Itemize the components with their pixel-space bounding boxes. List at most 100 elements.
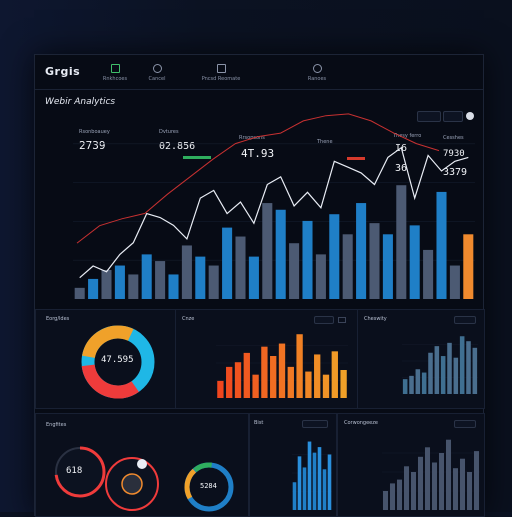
main-chart-bar	[101, 269, 112, 299]
main-chart-bar	[396, 185, 407, 299]
main-chart-bar	[168, 274, 179, 299]
bar-chart-4	[382, 439, 480, 510]
gauge-card-title: Engfites	[46, 422, 67, 428]
bar-card-2-filter[interactable]	[454, 316, 476, 324]
bar-chart-2-bar	[466, 341, 471, 394]
settings-button[interactable]	[443, 111, 463, 122]
small-donut	[184, 462, 234, 512]
bar-chart-1-bar	[287, 366, 294, 398]
bar-card-2-title: Cheswity	[364, 316, 387, 322]
bar-chart-3	[292, 441, 332, 510]
bar-chart-2-bar	[402, 379, 408, 394]
kpi-2-progress	[183, 156, 211, 159]
kpi-5-label: Thesy ferro	[393, 133, 422, 139]
bar-chart-2-bar	[415, 369, 421, 394]
main-chart-line-red	[76, 113, 440, 244]
bar-card-1-filter[interactable]	[314, 316, 334, 324]
main-chart-bar	[423, 249, 434, 299]
bar-chart-1-bar	[226, 366, 233, 398]
bar-chart-3-bar	[307, 441, 312, 510]
bar-chart-1-bar	[243, 352, 250, 398]
bar-chart-1-bar	[305, 371, 312, 398]
main-chart-bar	[141, 254, 152, 299]
bar-chart-4-bar	[445, 439, 452, 510]
bar-chart-4-bar	[396, 479, 403, 510]
notification-icon	[137, 459, 147, 469]
main-chart-bar	[342, 234, 353, 299]
bar-card-2: Cheswity	[357, 309, 485, 409]
bar-card-3-filter[interactable]	[302, 420, 328, 428]
bar-card-1-title: Cnze	[182, 316, 195, 322]
main-chart-bar	[463, 234, 474, 299]
bar-chart-4-bar	[431, 462, 438, 510]
nav-item-documents[interactable]: Pncsd Reomate	[199, 64, 243, 82]
main-chart-bar	[222, 227, 233, 299]
kpi-6-value-secondary: 3379	[443, 167, 468, 178]
bar-chart-2-bar	[421, 372, 427, 394]
bar-chart-3-bar	[297, 456, 302, 510]
bar-chart-2-bar	[428, 352, 433, 394]
kpi-6-label: Cesshes	[443, 135, 464, 141]
main-chart	[73, 113, 475, 299]
document-icon	[216, 64, 226, 73]
bar-chart-4-bar	[459, 458, 466, 510]
bar-card-4-title: Corwongeeze	[344, 420, 378, 426]
bar-chart-1-bar	[270, 356, 277, 398]
small-donut-value: 5284	[200, 482, 217, 490]
nav-item-reports[interactable]: Rnkhcoes	[97, 64, 133, 82]
nav-item-calendar[interactable]: Cancel	[139, 64, 175, 82]
bar-chart-4-bar	[410, 472, 417, 510]
gauge-ring-fill	[54, 446, 106, 498]
bar-chart-1-bar	[331, 351, 338, 398]
main-chart-bar	[369, 223, 380, 299]
bar-card-1: Cnze	[175, 309, 359, 409]
bar-chart-3-bar	[327, 454, 332, 510]
main-chart-bar	[248, 256, 259, 299]
chart-icon	[110, 64, 120, 73]
main-chart-bar	[436, 191, 447, 299]
donut-card-title: Eorg/ldes	[46, 316, 70, 322]
dashboard-window: Grgis Rnkhcoes Cancel Pncsd Reomate Rano…	[34, 54, 485, 517]
calendar-icon	[152, 64, 162, 73]
main-chart-bar	[114, 265, 125, 299]
bar-chart-3-bar	[292, 482, 297, 510]
bar-card-3-title: Bist	[254, 420, 264, 426]
bar-chart-1-bar	[278, 343, 286, 398]
kpi-2-value: 02.856	[159, 141, 196, 152]
donut-chart	[81, 325, 155, 399]
main-chart-line-white	[79, 146, 469, 279]
main-chart-bar	[262, 203, 273, 299]
bar-chart-1-bar	[340, 370, 347, 398]
filter-button[interactable]	[417, 111, 441, 122]
gauge-ring	[54, 446, 106, 498]
main-chart-bar	[382, 234, 393, 299]
bar-chart-4-bar	[389, 483, 396, 510]
globe-icon	[312, 64, 322, 73]
main-chart-bar	[74, 287, 85, 299]
avatar-ring	[105, 457, 159, 511]
main-chart-bar	[128, 274, 139, 299]
bar-chart-1-bar	[234, 362, 242, 398]
kpi-4-progress	[347, 157, 365, 160]
gauge-card: Engfites 618 5284	[35, 413, 249, 517]
bar-chart-1-bar	[314, 354, 321, 398]
bar-chart-2-bar	[440, 356, 446, 394]
user-avatar[interactable]	[466, 112, 474, 120]
app-logo: Grgis	[45, 65, 81, 78]
main-chart-bar	[235, 236, 246, 299]
bar-chart-1	[216, 334, 348, 398]
nav-item-globe[interactable]: Ranoes	[299, 64, 335, 82]
main-chart-bar	[181, 245, 192, 299]
bar-chart-1-bar	[322, 374, 330, 398]
bar-card-1-menu-icon[interactable]	[338, 317, 346, 323]
kpi-4-label: Thene	[317, 139, 333, 145]
bar-chart-3-bar	[302, 467, 307, 510]
kpi-6-value: 7930	[443, 149, 465, 159]
bar-chart-2-bar	[472, 347, 478, 394]
main-chart-bar	[409, 225, 420, 299]
page-title: Webir Analytics	[45, 97, 116, 107]
main-chart-bar	[356, 203, 367, 299]
bar-card-3: Bist	[249, 413, 337, 517]
bar-card-4-filter[interactable]	[454, 420, 476, 428]
bar-chart-2-bar	[447, 342, 452, 394]
